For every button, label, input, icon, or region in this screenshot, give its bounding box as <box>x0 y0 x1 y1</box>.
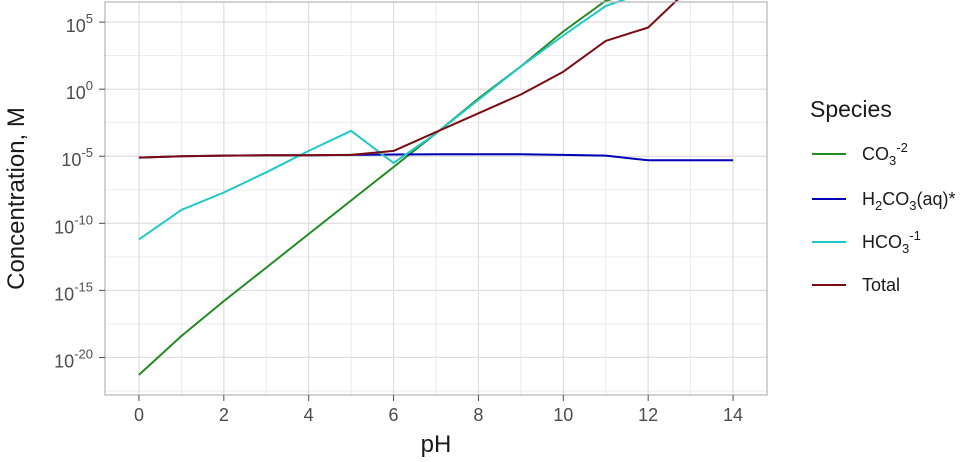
x-tick-label: 14 <box>723 405 743 425</box>
legend-label-4: Total <box>862 275 900 295</box>
y-tick-label: 105 <box>66 11 93 36</box>
series-line-4 <box>138 0 679 159</box>
series-line-3 <box>138 0 627 241</box>
legend: Species CO3-2 H2CO3(aq)* HCO3-1 Total <box>810 96 955 295</box>
legend-label-2: H2CO3(aq)* <box>862 189 955 213</box>
plot-panel-border <box>104 1 768 396</box>
x-tick-label: 2 <box>219 405 229 425</box>
y-tick-label: 100 <box>66 78 93 103</box>
x-axis-title: pH <box>421 431 452 458</box>
y-tick-label: 10-5 <box>61 145 93 170</box>
y-tick-label: 10-10 <box>54 212 93 237</box>
legend-label-1: CO3-2 <box>862 140 908 168</box>
y-tick-label: 10-20 <box>54 346 93 371</box>
legend-title: Species <box>810 96 892 122</box>
x-tick-label: 4 <box>304 405 314 425</box>
x-tick-label: 6 <box>389 405 399 425</box>
grid <box>105 2 767 395</box>
x-tick-label: 12 <box>638 405 658 425</box>
x-tick-label: 10 <box>553 405 573 425</box>
x-tick-label: 8 <box>473 405 483 425</box>
x-tick-label: 0 <box>134 405 144 425</box>
series-lines <box>138 0 734 376</box>
axes: 0 2 4 6 8 10 12 14 105 100 10-5 10-10 10-15 10-20 <box>54 11 743 425</box>
y-tick-label: 10-15 <box>54 279 93 304</box>
y-axis-title: Concentration, M <box>3 107 30 290</box>
legend-label-3: HCO3-1 <box>862 228 921 256</box>
